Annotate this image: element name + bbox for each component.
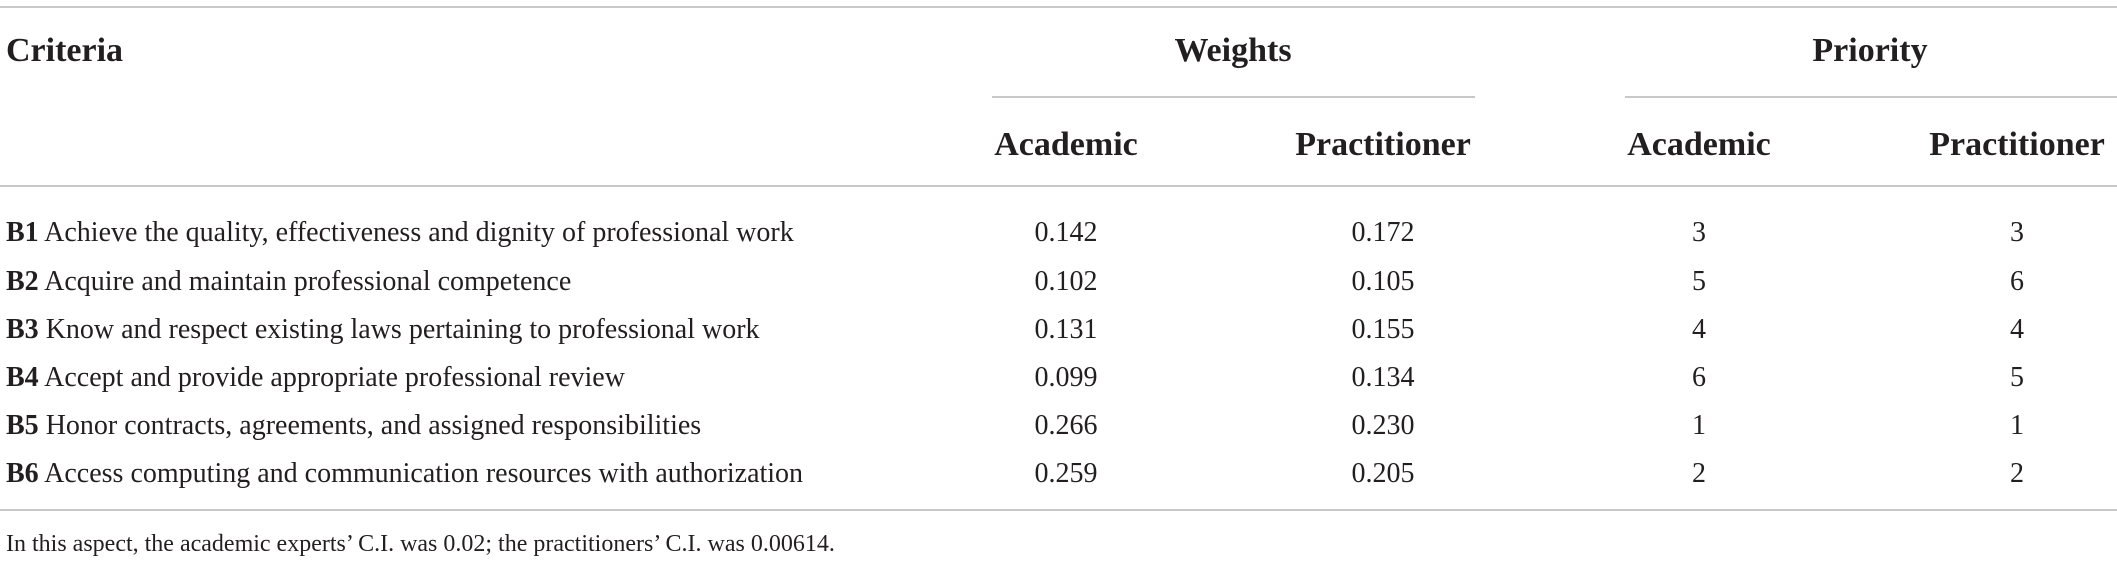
header-bottom-rule: [0, 185, 2117, 187]
weight-practitioner-cell: 0.205: [1351, 458, 1415, 489]
criteria-cell: B6 Access computing and communication re…: [6, 460, 803, 488]
weight-academic-cell: 0.142: [1034, 217, 1098, 248]
priority-group-rule: [1625, 96, 2117, 98]
priority-practitioner-header: Practitioner: [1929, 126, 2105, 163]
weight-academic-cell: 0.102: [1034, 266, 1098, 297]
priority-academic-header: Academic: [1627, 126, 1771, 163]
criteria-label: Know and respect existing laws pertainin…: [45, 314, 760, 345]
weight-practitioner-cell: 0.155: [1351, 314, 1415, 345]
criteria-code: B1: [6, 217, 39, 248]
weight-practitioner-cell: 0.134: [1351, 362, 1415, 393]
priority-academic-cell: 6: [1692, 362, 1706, 393]
criteria-cell: B5 Honor contracts, agreements, and assi…: [6, 412, 701, 440]
criteria-cell: B1 Achieve the quality, effectiveness an…: [6, 219, 794, 247]
priority-practitioner-cell: 5: [2010, 362, 2024, 393]
weight-practitioner-cell: 0.105: [1351, 266, 1415, 297]
criteria-code: B2: [6, 266, 39, 297]
priority-academic-cell: 3: [1692, 217, 1706, 248]
priority-academic-cell: 4: [1692, 314, 1706, 345]
criteria-code: B3: [6, 314, 39, 345]
criteria-label: Acquire and maintain professional compet…: [44, 266, 572, 297]
priority-practitioner-cell: 2: [2010, 458, 2024, 489]
weight-academic-cell: 0.099: [1034, 362, 1098, 393]
priority-academic-cell: 5: [1692, 266, 1706, 297]
criteria-header: Criteria: [6, 32, 124, 69]
criteria-label: Access computing and communication resou…: [44, 458, 804, 489]
weights-group-header: Weights: [1174, 32, 1292, 69]
table-bottom-rule: [0, 509, 2117, 511]
priority-academic-cell: 2: [1692, 458, 1706, 489]
priority-academic-cell: 1: [1692, 410, 1706, 441]
criteria-code: B6: [6, 458, 39, 489]
weight-academic-cell: 0.266: [1034, 410, 1098, 441]
priority-practitioner-cell: 4: [2010, 314, 2024, 345]
priority-practitioner-cell: 3: [2010, 217, 2024, 248]
weight-practitioner-cell: 0.172: [1351, 217, 1415, 248]
weights-academic-header: Academic: [994, 126, 1138, 163]
weight-academic-cell: 0.259: [1034, 458, 1098, 489]
priority-group-header: Priority: [1812, 32, 1928, 69]
priority-practitioner-cell: 6: [2010, 266, 2024, 297]
criteria-cell: B4 Accept and provide appropriate profes…: [6, 364, 625, 392]
criteria-code: B4: [6, 362, 39, 393]
table-footnote: In this aspect, the academic experts’ C.…: [6, 531, 835, 557]
weight-academic-cell: 0.131: [1034, 314, 1098, 345]
criteria-code: B5: [6, 410, 39, 441]
criteria-cell: B3 Know and respect existing laws pertai…: [6, 316, 760, 344]
criteria-label: Accept and provide appropriate professio…: [44, 362, 625, 393]
table-top-rule: [0, 6, 2117, 8]
criteria-label: Achieve the quality, effectiveness and d…: [44, 217, 794, 248]
weights-group-rule: [992, 96, 1475, 98]
priority-practitioner-cell: 1: [2010, 410, 2024, 441]
criteria-label: Honor contracts, agreements, and assigne…: [45, 410, 702, 441]
weight-practitioner-cell: 0.230: [1351, 410, 1415, 441]
criteria-cell: B2 Acquire and maintain professional com…: [6, 268, 571, 296]
weights-practitioner-header: Practitioner: [1295, 126, 1471, 163]
